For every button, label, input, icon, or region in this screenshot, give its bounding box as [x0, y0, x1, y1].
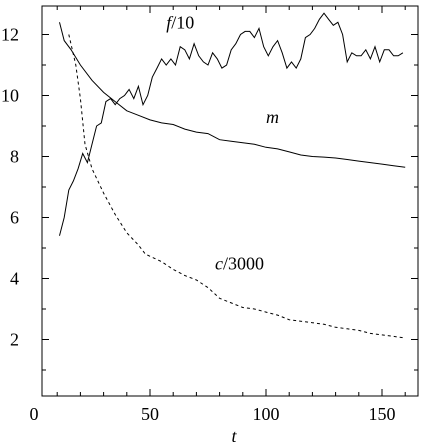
y-tick-label: 10: [1, 86, 19, 106]
x-tick-label: 100: [253, 404, 280, 424]
y-tick-label: 2: [10, 330, 19, 350]
axis-ticks: [42, 6, 418, 396]
tick-labels: 0 50 100 150 2 4 6 8 10 12: [1, 25, 396, 425]
x-tick-label: 150: [369, 404, 396, 424]
plot-frame: [41, 5, 419, 397]
series-label-f: f/10: [166, 12, 194, 32]
y-tick-label: 4: [10, 269, 19, 289]
x-tick-label: 50: [141, 404, 159, 424]
series-label-m: m: [266, 107, 279, 127]
y-tick-label: 6: [10, 208, 19, 228]
series-lines: [59, 12, 406, 339]
series-labels: f/10 m c/3000: [166, 12, 279, 273]
y-tick-label: 12: [1, 25, 19, 45]
series-line-m: [59, 22, 406, 168]
y-tick-label: 8: [10, 147, 19, 167]
series-line-c: [68, 34, 406, 339]
x-axis-title: t: [231, 426, 237, 446]
series-label-c: c/3000: [215, 253, 264, 273]
series-line-f: [59, 12, 404, 236]
x-tick-label: 0: [30, 404, 39, 424]
